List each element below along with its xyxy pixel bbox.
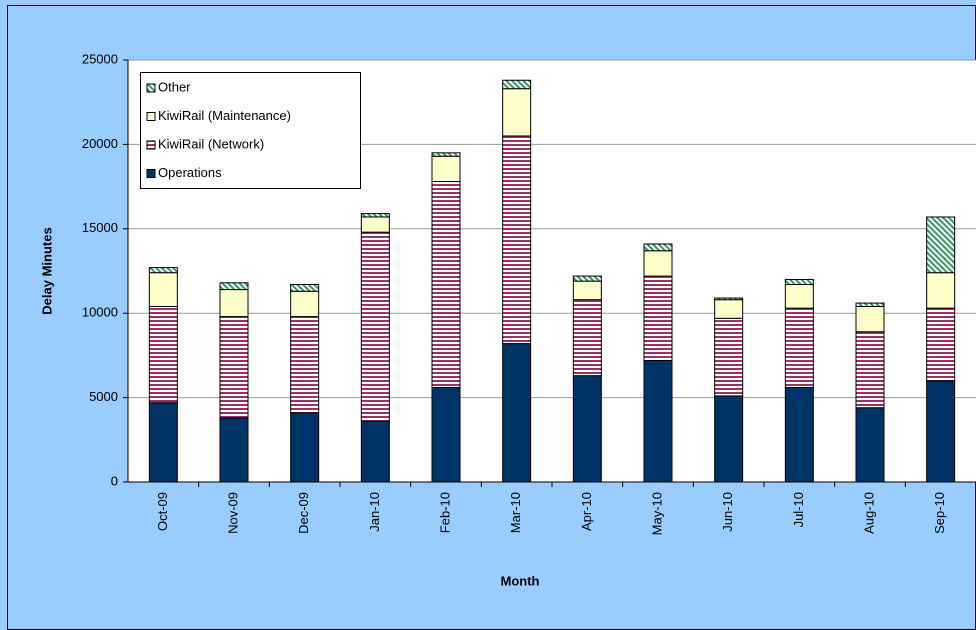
bar-segment: [926, 307, 956, 382]
y-tick-label: 25000: [82, 51, 118, 66]
bar-segment: [219, 417, 249, 483]
bar-segment: [714, 317, 744, 397]
bar-segment: [643, 243, 673, 252]
bar-segment: [855, 331, 885, 409]
bar-segment: [148, 272, 178, 307]
legend-label: Operations: [158, 165, 222, 180]
bar-segment: [784, 278, 814, 286]
bar-segment: [784, 284, 814, 309]
bar-segment: [714, 297, 744, 301]
bar-segment: [855, 407, 885, 483]
legend-swatch: [146, 169, 156, 178]
bar-segment: [290, 412, 320, 483]
bar-segment: [360, 216, 390, 233]
bar-segment: [714, 395, 744, 483]
legend-label: Other: [158, 79, 191, 94]
x-axis-title: Month: [501, 573, 540, 588]
bar-segment: [643, 359, 673, 483]
bar-segment: [572, 275, 602, 282]
bar-segment: [643, 250, 673, 277]
legend-label: KiwiRail (Maintenance): [158, 108, 291, 123]
y-tick-label: 5000: [89, 389, 118, 404]
bar-segment: [502, 88, 532, 137]
bar-segment: [926, 380, 956, 483]
bar-segment: [643, 275, 673, 361]
bar-segment: [219, 316, 249, 419]
bar-segment: [502, 135, 532, 345]
x-tick-label: May-10: [649, 492, 664, 535]
bar-segment: [290, 316, 320, 414]
legend-swatch: [146, 140, 156, 150]
x-tick-label: Nov-09: [225, 492, 240, 534]
y-tick-label: 15000: [82, 220, 118, 235]
legend-swatch: [146, 83, 156, 93]
legend-label: KiwiRail (Network): [158, 136, 264, 151]
bar-segment: [431, 155, 461, 183]
y-tick-label: 20000: [82, 136, 118, 151]
bar-segment: [784, 307, 814, 388]
x-tick-label: Dec-09: [296, 492, 311, 534]
bar-segment: [572, 299, 602, 377]
bar-segment: [926, 272, 956, 309]
x-tick-label: Sep-10: [932, 492, 947, 534]
bar-segment: [502, 343, 532, 483]
bar-segment: [360, 231, 390, 422]
bar-segment: [290, 290, 320, 318]
bar-segment: [290, 284, 320, 292]
bar-segment: [431, 386, 461, 483]
bar-segment: [431, 181, 461, 388]
x-tick-label: Apr-10: [579, 492, 594, 531]
bar-segment: [360, 420, 390, 483]
legend-swatch: [146, 112, 156, 121]
bar-segment: [360, 213, 390, 218]
bar-segment: [855, 305, 885, 333]
bar-segment: [219, 282, 249, 291]
y-tick-label: 10000: [82, 305, 118, 320]
y-axis-title: Delay Minutes: [39, 227, 54, 314]
y-tick-label: 0: [111, 473, 118, 488]
bar-segment: [572, 280, 602, 301]
bar-segment: [714, 299, 744, 319]
bar-segment: [784, 386, 814, 483]
bar-segment: [431, 152, 461, 157]
bar-segment: [219, 289, 249, 318]
x-tick-label: Feb-10: [437, 492, 452, 533]
x-tick-label: Mar-10: [508, 492, 523, 533]
x-tick-label: Jan-10: [367, 492, 382, 532]
x-tick-label: Jul-10: [791, 492, 806, 527]
bar-segment: [572, 375, 602, 483]
bar-segment: [148, 402, 178, 483]
bar-segment: [855, 302, 885, 307]
bar-segment: [148, 305, 178, 404]
x-tick-label: Aug-10: [861, 492, 876, 534]
bar-segment: [926, 216, 956, 274]
legend: [140, 72, 361, 189]
bar-segment: [502, 79, 532, 90]
x-tick-label: Oct-09: [155, 492, 170, 531]
bar-segment: [148, 267, 178, 274]
x-tick-label: Jun-10: [720, 492, 735, 532]
